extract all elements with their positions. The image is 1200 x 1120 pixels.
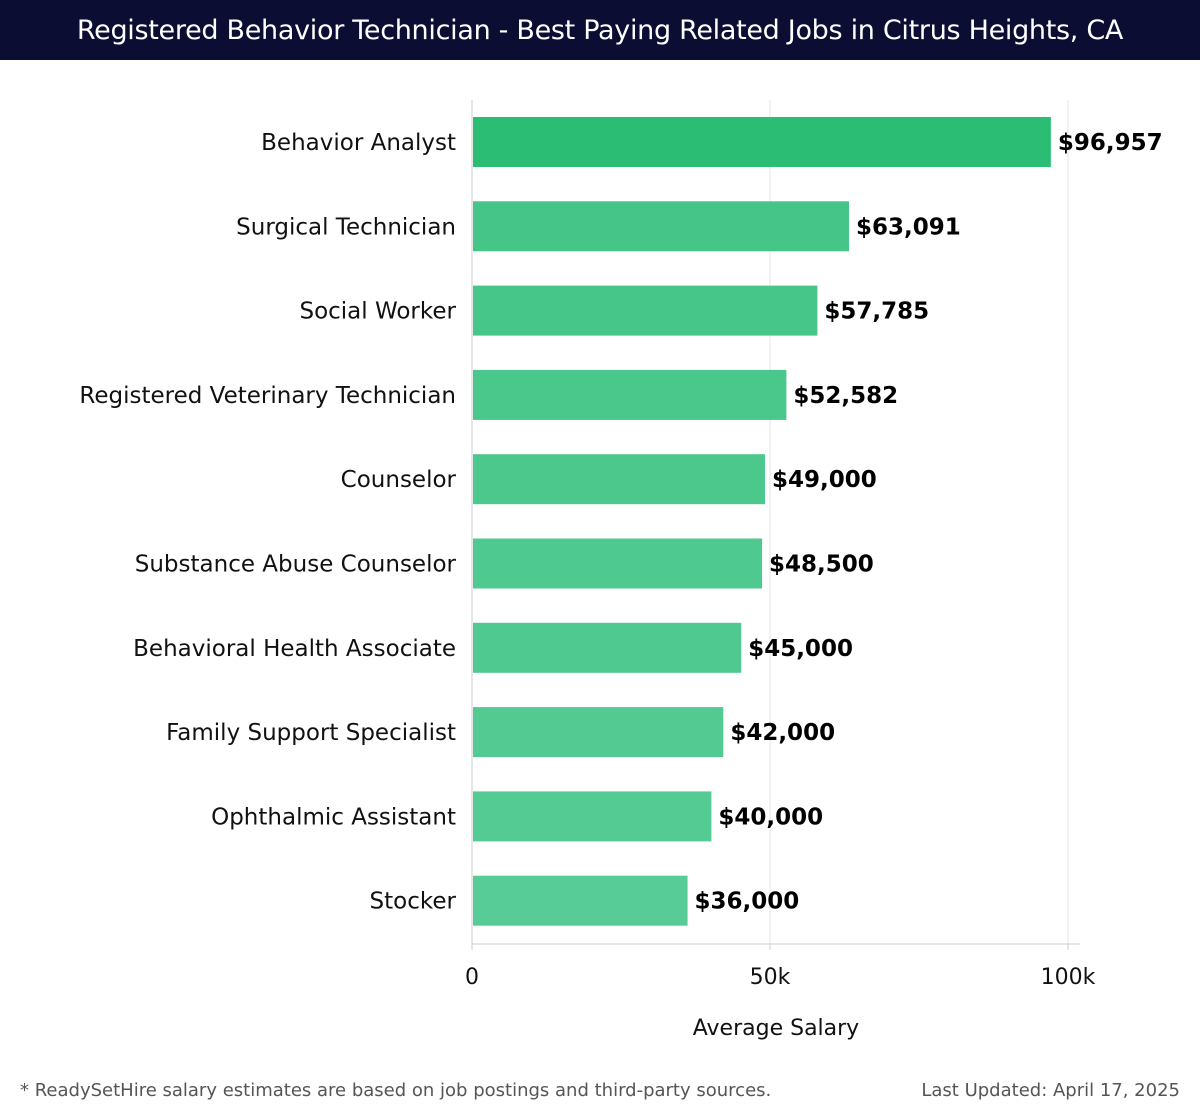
value-label: $36,000 [695, 889, 800, 915]
bar [473, 117, 1051, 167]
bar [473, 622, 742, 673]
bar [473, 875, 688, 926]
bar [473, 538, 763, 589]
category-label: Substance Abuse Counselor [135, 552, 457, 578]
category-label: Registered Veterinary Technician [79, 383, 456, 409]
category-label: Behavior Analyst [261, 130, 456, 156]
x-tick-label: 50k [750, 965, 791, 990]
bar [473, 369, 787, 420]
bar [473, 791, 712, 842]
value-label: $48,500 [769, 552, 874, 578]
x-tick-label: 0 [465, 965, 479, 990]
x-axis-label: Average Salary [693, 1016, 859, 1041]
category-label: Counselor [341, 467, 457, 493]
category-label: Behavioral Health Associate [133, 636, 456, 662]
value-label: $49,000 [772, 467, 877, 493]
bar-chart: 0 50k 100k Average Salary Behavior Analyst $9… [79, 100, 1163, 1041]
value-label: $40,000 [718, 804, 823, 830]
value-label: $63,091 [856, 214, 961, 240]
bar [473, 707, 724, 758]
category-label: Family Support Specialist [166, 720, 456, 746]
chart-title: Registered Behavior Technician - Best Pa… [76, 14, 1124, 46]
value-label: $96,957 [1058, 130, 1163, 156]
category-label: Surgical Technician [236, 214, 456, 240]
value-label: $52,582 [793, 383, 898, 409]
category-label: Stocker [370, 889, 457, 915]
last-updated: Last Updated: April 17, 2025 [921, 1080, 1180, 1101]
category-label: Ophthalmic Assistant [211, 804, 456, 830]
value-label: $42,000 [730, 720, 835, 746]
bar [473, 285, 818, 336]
value-label: $45,000 [748, 636, 853, 662]
footer-note: * ReadySetHire salary estimates are base… [20, 1080, 772, 1101]
bar [473, 454, 766, 505]
x-tick-label: 100k [1041, 965, 1096, 990]
category-label: Social Worker [299, 299, 456, 325]
title-bar: Registered Behavior Technician - Best Pa… [0, 0, 1200, 60]
value-label: $57,785 [824, 299, 929, 325]
bar [473, 201, 850, 252]
